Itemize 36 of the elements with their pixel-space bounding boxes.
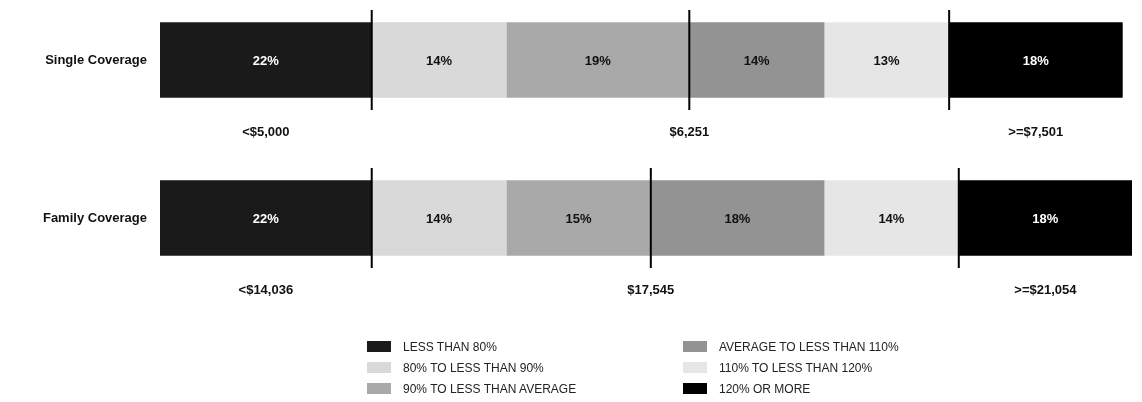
- legend-label: 110% TO LESS THAN 120%: [719, 360, 873, 375]
- text: $17,545: [627, 281, 675, 297]
- bar: [160, 22, 373, 98]
- data-label: 19%: [584, 52, 612, 68]
- bar: [823, 180, 960, 256]
- legend-label: 120% OR MORE: [719, 381, 811, 396]
- bar: [650, 180, 825, 256]
- bar: [371, 22, 507, 98]
- data-label: 14%: [743, 52, 771, 68]
- text: <$5,000: [242, 123, 290, 139]
- data-label: 14%: [426, 52, 453, 68]
- data-label: 18%: [1032, 210, 1059, 226]
- text: >=$7,501: [1008, 123, 1064, 139]
- data-label: 14%: [878, 210, 905, 226]
- legend-label: 80% TO LESS THAN 90%: [403, 360, 544, 375]
- bar: [506, 180, 652, 256]
- bar: [823, 22, 950, 98]
- legend-label: 90% TO LESS THAN AVERAGE: [403, 381, 577, 396]
- data-label: 13%: [873, 52, 901, 68]
- y-tick-label: Single Coverage: [45, 51, 147, 67]
- data-label: 18%: [724, 210, 751, 226]
- legend-label: LESS THAN 80%: [403, 339, 497, 354]
- y-tick-label: Family Coverage: [42, 209, 147, 225]
- bar: [506, 22, 690, 98]
- text: $6,251: [669, 123, 710, 139]
- data-label: 22%: [252, 210, 280, 226]
- data-label: 18%: [1022, 52, 1050, 68]
- legend-label: AVERAGE TO LESS THAN 110%: [719, 339, 899, 354]
- bar: [688, 22, 825, 98]
- bar: [160, 180, 373, 256]
- text: <$14,036: [238, 281, 294, 297]
- text: >=$21,054: [1014, 281, 1078, 297]
- data-label: 15%: [565, 210, 593, 226]
- bar: [371, 180, 507, 256]
- data-label: 14%: [426, 210, 453, 226]
- data-label: 22%: [252, 52, 280, 68]
